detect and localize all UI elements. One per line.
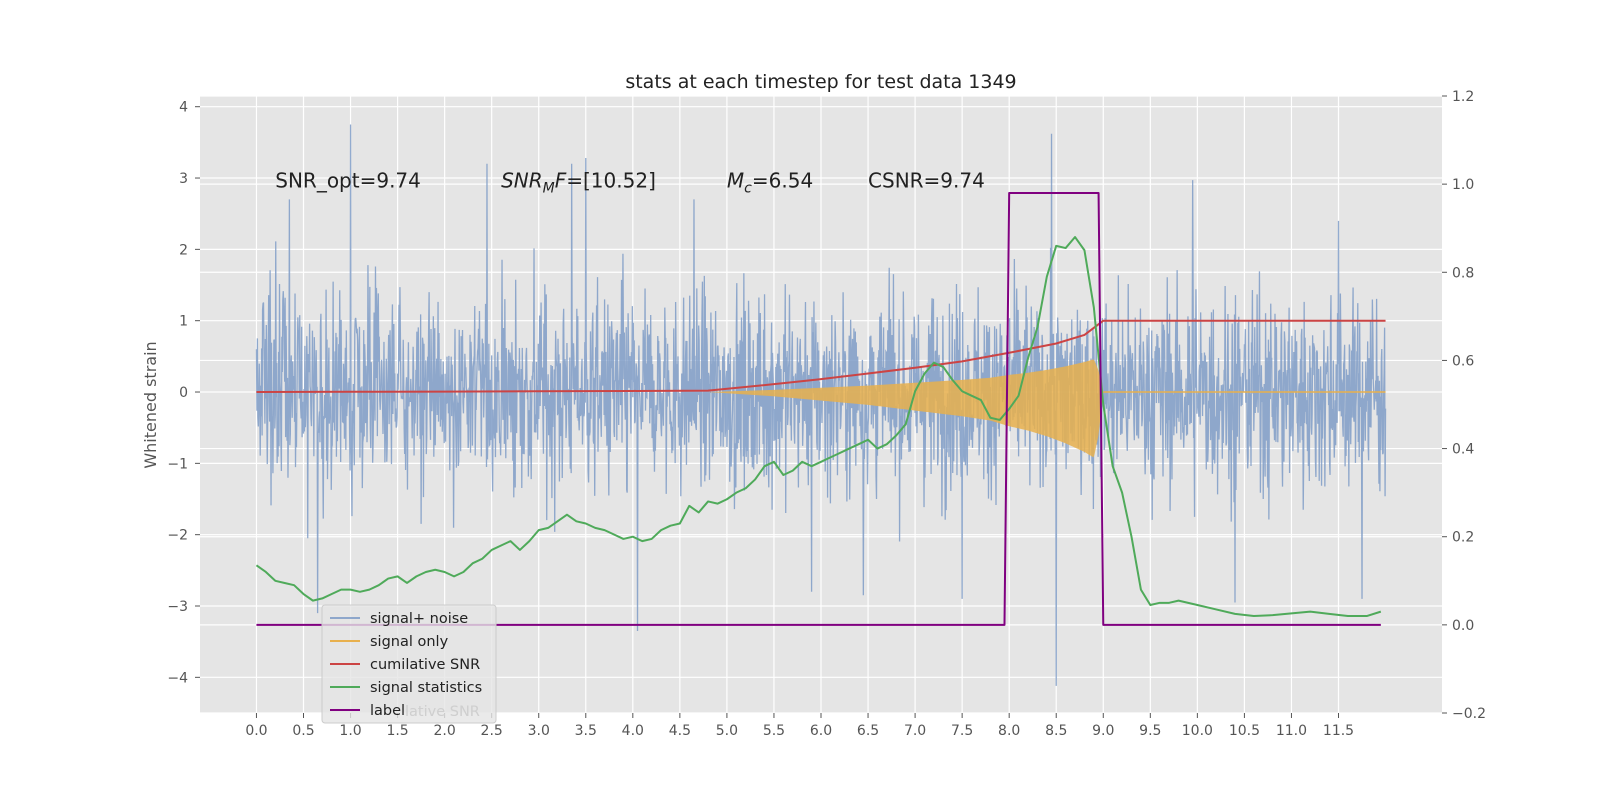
y-tick-label: 3 <box>179 171 188 187</box>
y2-tick-label: 0.8 <box>1452 265 1474 281</box>
legend-entry: signal statistics <box>370 680 482 696</box>
legend-hidden-text-overlay: lative SNR <box>405 704 480 720</box>
x-tick-label: 0.5 <box>292 723 314 739</box>
x-tick-label: 6.5 <box>857 723 879 739</box>
x-tick-label: 3.5 <box>575 723 597 739</box>
x-tick-label: 8.0 <box>998 723 1020 739</box>
legend-entry: label <box>370 703 405 719</box>
x-tick-label: 4.5 <box>669 723 691 739</box>
cumilative-snr-line <box>256 319 1386 394</box>
y2-tick-label: −0.2 <box>1452 706 1486 722</box>
y-tick-label: 0 <box>179 385 188 401</box>
x-tick-label: 5.5 <box>763 723 785 739</box>
x-axis: 0.0 0.5 1.0 1.5 2.0 2.5 3.0 3.5 4.0 4.5 5.0 5.5 6.0 6… <box>245 713 1354 739</box>
y-tick-label: −2 <box>167 528 188 544</box>
signal-only-series <box>708 359 1386 458</box>
x-tick-label: 2.0 <box>434 723 456 739</box>
signal-statistics-line <box>255 236 1382 618</box>
annotation-csnr: CSNR=9.74 <box>868 168 985 192</box>
y2-tick-label: 0.0 <box>1452 618 1474 634</box>
y-tick-label: 1 <box>179 314 188 330</box>
x-tick-label: 7.0 <box>904 723 926 739</box>
x-tick-label: 11.0 <box>1276 723 1307 739</box>
x-tick-label: 8.5 <box>1045 723 1067 739</box>
x-tick-label: 7.5 <box>951 723 973 739</box>
y-tick-label: −3 <box>167 599 188 615</box>
annotation-snr-opt: SNR_opt=9.74 <box>275 168 421 192</box>
label-line <box>256 191 1381 626</box>
y-tick-label: 2 <box>179 242 188 258</box>
x-tick-label: 1.0 <box>339 723 361 739</box>
annotation-snr-mf: SNRMF=[10.52] <box>501 168 656 196</box>
legend-entry: signal only <box>370 634 449 650</box>
x-tick-label: 10.0 <box>1182 723 1213 739</box>
legend-entry: cumilative SNR <box>370 657 480 673</box>
y2-tick-label: 1.2 <box>1452 89 1474 105</box>
signal-only-envelope <box>708 359 1104 458</box>
y2-tick-label: 1.0 <box>1452 177 1474 193</box>
y2-tick-label: 0.6 <box>1452 353 1474 369</box>
x-tick-label: 0.0 <box>245 723 267 739</box>
y2-tick-label: 0.4 <box>1452 442 1474 458</box>
y-axis-right: 1.2 1.0 0.8 0.6 0.4 0.2 0.0 −0.2 <box>1442 89 1486 722</box>
x-tick-label: 3.0 <box>528 723 550 739</box>
x-tick-label: 11.5 <box>1323 723 1354 739</box>
annotation-mc: Mc=6.54 <box>727 168 813 196</box>
x-tick-label: 4.0 <box>622 723 644 739</box>
y-tick-label: 4 <box>179 100 188 116</box>
annotations: SNR_opt=9.74 SNRMF=[10.52] Mc=6.54 CSNR=9.7… <box>275 168 985 196</box>
y-tick-label: −4 <box>167 670 188 686</box>
y-tick-label: −1 <box>167 456 188 472</box>
legend-entry: signal+ noise <box>370 611 468 627</box>
x-tick-label: 1.5 <box>386 723 408 739</box>
chart-title: stats at each timestep for test data 134… <box>625 71 1016 93</box>
y-axis-left: 4 3 2 1 0 −1 −2 −3 −4 <box>167 100 200 686</box>
x-tick-label: 9.5 <box>1139 723 1161 739</box>
x-tick-label: 10.5 <box>1229 723 1260 739</box>
line-series <box>255 191 1386 626</box>
x-tick-label: 9.0 <box>1092 723 1114 739</box>
y-axis-label: Whitened strain <box>141 341 160 468</box>
x-tick-label: 2.5 <box>481 723 503 739</box>
y2-tick-label: 0.2 <box>1452 530 1474 546</box>
x-tick-label: 6.0 <box>810 723 832 739</box>
legend-box <box>321 604 497 724</box>
x-tick-label: 5.0 <box>716 723 738 739</box>
